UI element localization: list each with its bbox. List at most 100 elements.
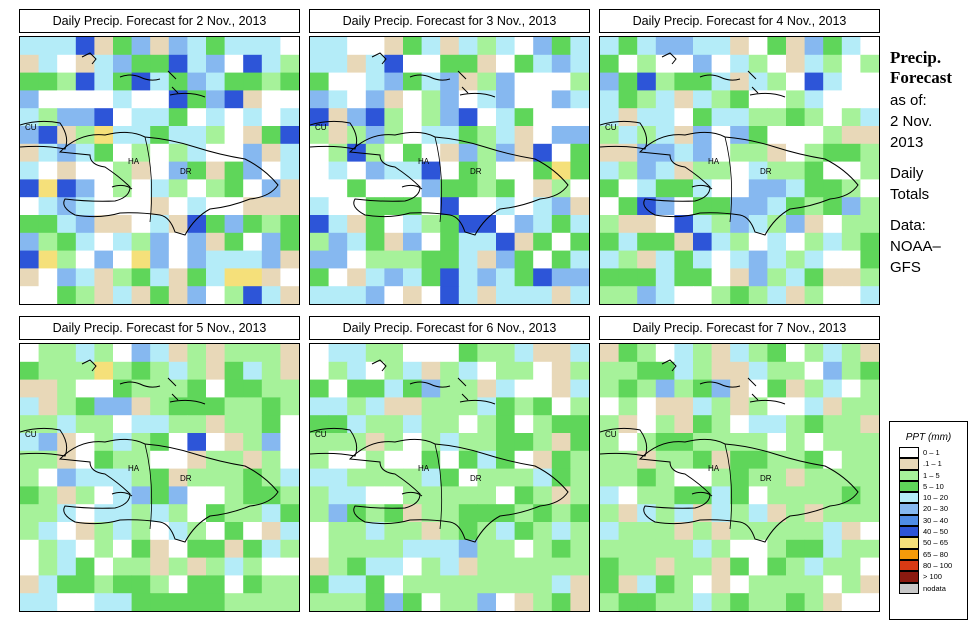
legend-row: 10 – 20 — [890, 492, 967, 504]
precip-cell — [551, 593, 571, 611]
precip-map: CU HA DR — [599, 36, 880, 305]
precip-cell — [674, 197, 694, 216]
precip-cell — [693, 215, 713, 234]
precip-cell — [551, 397, 571, 416]
precip-map: CU HA DR — [19, 343, 300, 612]
precip-cell — [365, 361, 385, 381]
precip-cell — [693, 286, 713, 304]
precip-cell — [533, 72, 553, 91]
precip-cell — [823, 108, 843, 127]
precip-cell — [748, 486, 768, 505]
precip-cell — [403, 557, 423, 576]
precip-cell — [243, 232, 263, 252]
precip-cell — [440, 415, 460, 434]
coastline — [20, 120, 68, 150]
precip-cell — [384, 108, 404, 127]
precip-cell — [477, 108, 497, 127]
precip-cell — [57, 433, 77, 452]
precip-cell — [570, 361, 589, 381]
precip-cell — [570, 179, 589, 198]
precip-cell — [113, 575, 133, 594]
legend-label: nodata — [923, 583, 946, 593]
coastline — [58, 438, 279, 543]
precip-cell — [514, 54, 534, 74]
precip-cell — [224, 197, 244, 216]
precip-cell — [477, 197, 497, 216]
precip-cell — [748, 197, 768, 216]
precip-cell — [187, 161, 207, 180]
precip-cell — [655, 344, 675, 363]
precip-cell — [261, 286, 281, 304]
legend-row: 0 – 1 — [890, 447, 967, 459]
precip-cell — [150, 522, 170, 541]
precip-cell — [75, 215, 95, 234]
precip-cell — [57, 522, 77, 541]
precip-grid — [600, 37, 879, 304]
precip-cell — [748, 268, 768, 287]
precip-cell — [224, 286, 244, 304]
precip-cell — [440, 108, 460, 127]
panel-title: Daily Precip. Forecast for 6 Nov., 2013 — [309, 316, 590, 340]
precip-cell — [38, 344, 58, 363]
precip-cell — [570, 539, 589, 559]
precip-cell — [823, 450, 843, 470]
precip-cell — [75, 161, 95, 180]
precip-cell — [804, 468, 824, 487]
precip-cell — [75, 344, 95, 363]
precip-cell — [458, 108, 478, 127]
precip-cell — [38, 361, 58, 381]
precip-cell — [206, 522, 226, 541]
precip-cell — [310, 397, 330, 416]
precip-cell — [421, 557, 441, 576]
precip-cell — [421, 161, 441, 180]
precip-cell — [20, 397, 40, 416]
precip-cell — [94, 450, 114, 470]
coastline — [638, 438, 859, 543]
precip-cell — [618, 161, 638, 180]
precip-cell — [600, 54, 620, 74]
coastline — [459, 399, 496, 405]
precip-cell — [618, 286, 638, 304]
precip-cell — [168, 37, 188, 56]
panel-title: Daily Precip. Forecast for 5 Nov., 2013 — [19, 316, 300, 340]
precip-cell — [440, 522, 460, 541]
precip-cell — [618, 344, 638, 363]
precip-cell — [57, 361, 77, 381]
precip-cell — [693, 90, 713, 109]
precip-cell — [551, 250, 571, 269]
precip-cell — [150, 72, 170, 91]
precip-cell — [841, 215, 861, 234]
precip-cell — [403, 54, 423, 74]
map-label-dr: DR — [470, 167, 482, 176]
precip-cell — [224, 268, 244, 287]
precip-cell — [514, 397, 534, 416]
precip-cell — [570, 575, 589, 594]
precip-cell — [421, 450, 441, 470]
precip-cell — [600, 450, 620, 470]
precip-cell — [693, 361, 713, 381]
precip-cell — [421, 468, 441, 487]
precip-cell — [75, 37, 95, 56]
precip-cell — [748, 415, 768, 434]
precip-cell — [693, 575, 713, 594]
precip-cell — [458, 143, 478, 163]
precip-cell — [600, 250, 620, 269]
precip-cell — [551, 268, 571, 287]
legend-label: 10 – 20 — [923, 493, 949, 503]
precip-cell — [365, 539, 385, 559]
precip-cell — [384, 397, 404, 416]
precip-cell — [477, 37, 497, 56]
precip-cell — [131, 504, 151, 523]
precip-cell — [674, 379, 694, 398]
precip-cell — [823, 268, 843, 287]
precip-cell — [804, 379, 824, 398]
precip-cell — [860, 468, 879, 487]
precip-cell — [860, 179, 879, 198]
precip-cell — [224, 557, 244, 576]
precip-cell — [38, 522, 58, 541]
precip-cell — [533, 361, 553, 381]
precip-cell — [730, 54, 750, 74]
precip-cell — [421, 37, 441, 56]
precip-cell — [365, 433, 385, 452]
precip-cell — [570, 450, 589, 470]
